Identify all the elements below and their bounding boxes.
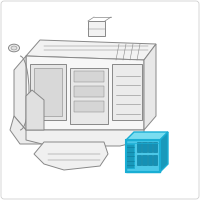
Polygon shape xyxy=(26,90,44,130)
Polygon shape xyxy=(26,130,144,146)
FancyBboxPatch shape xyxy=(153,142,157,152)
Polygon shape xyxy=(74,101,104,112)
Polygon shape xyxy=(26,40,156,60)
FancyBboxPatch shape xyxy=(153,155,157,165)
Polygon shape xyxy=(30,64,66,120)
Polygon shape xyxy=(160,132,168,172)
Polygon shape xyxy=(26,56,144,130)
Polygon shape xyxy=(34,68,62,116)
Polygon shape xyxy=(126,140,160,172)
Ellipse shape xyxy=(11,46,17,50)
FancyBboxPatch shape xyxy=(148,142,152,152)
Polygon shape xyxy=(74,71,104,82)
Ellipse shape xyxy=(8,44,20,52)
Polygon shape xyxy=(144,44,156,130)
FancyBboxPatch shape xyxy=(142,155,147,165)
Polygon shape xyxy=(70,68,108,124)
Polygon shape xyxy=(10,116,44,144)
FancyBboxPatch shape xyxy=(142,142,147,152)
Polygon shape xyxy=(14,56,26,130)
Polygon shape xyxy=(126,132,168,140)
Polygon shape xyxy=(112,64,142,120)
FancyBboxPatch shape xyxy=(137,142,141,152)
Polygon shape xyxy=(74,86,104,97)
Bar xyxy=(88,21,105,36)
Polygon shape xyxy=(126,144,134,168)
FancyBboxPatch shape xyxy=(137,155,141,165)
Polygon shape xyxy=(34,142,108,170)
FancyBboxPatch shape xyxy=(148,155,152,165)
